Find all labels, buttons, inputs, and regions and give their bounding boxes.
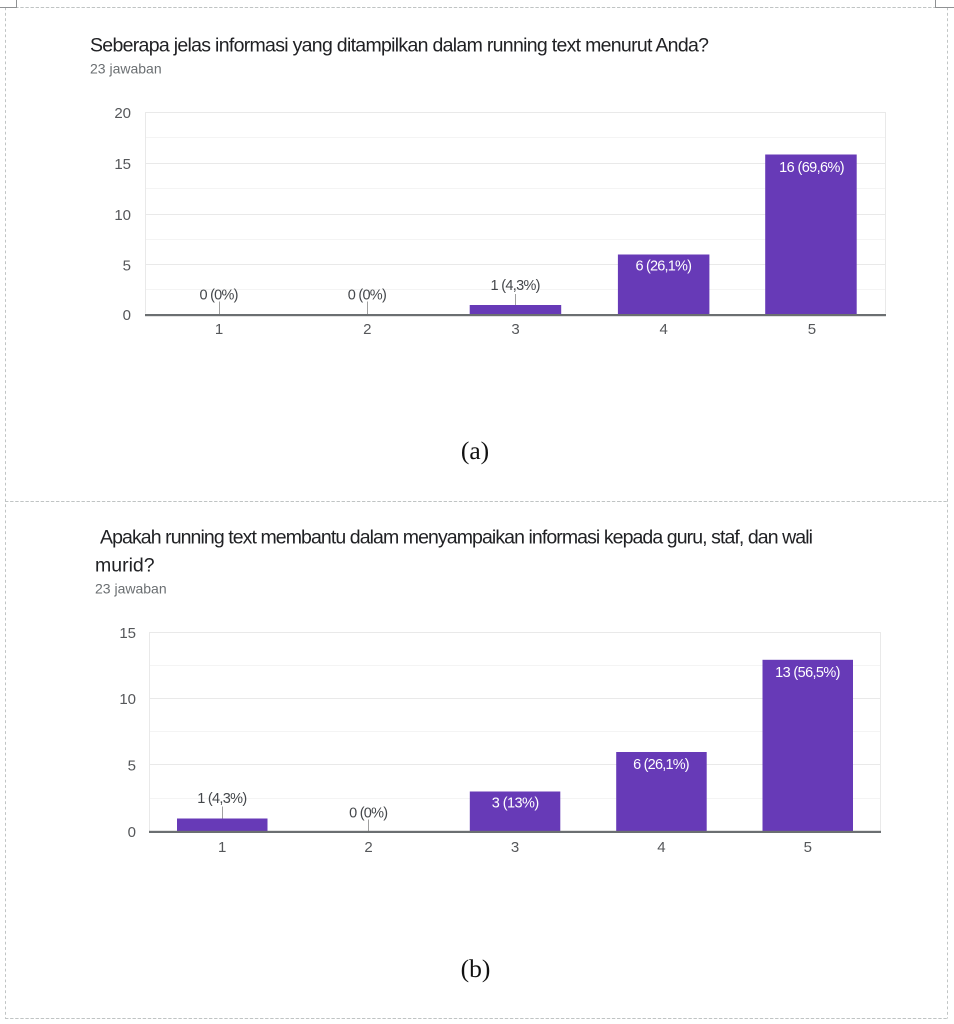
svg-text:0 (0%): 0 (0%) xyxy=(348,288,387,304)
svg-text:0 (0%): 0 (0%) xyxy=(200,288,239,304)
svg-text:16 (69,6%): 16 (69,6%) xyxy=(779,160,845,176)
svg-text:5: 5 xyxy=(123,258,131,275)
svg-text:3: 3 xyxy=(511,321,519,338)
svg-text:0: 0 xyxy=(123,307,131,324)
svg-text:Apakah running text membantu d: Apakah running text membantu dalam menya… xyxy=(100,527,813,549)
svg-text:1 (4,3%): 1 (4,3%) xyxy=(197,791,247,807)
svg-text:Seberapa jelas informasi yang: Seberapa jelas informasi yang ditampilka… xyxy=(90,34,709,56)
svg-text:1: 1 xyxy=(218,839,226,856)
svg-text:6 (26,1%): 6 (26,1%) xyxy=(633,757,690,773)
svg-text:2: 2 xyxy=(363,321,371,338)
svg-text:(b): (b) xyxy=(461,954,491,983)
svg-text:(a): (a) xyxy=(461,436,489,465)
svg-text:23 jawaban: 23 jawaban xyxy=(90,61,162,77)
svg-text:murid?: murid? xyxy=(95,554,155,576)
svg-text:5: 5 xyxy=(128,758,136,775)
svg-text:15: 15 xyxy=(119,625,136,642)
svg-text:1 (4,3%): 1 (4,3%) xyxy=(491,278,541,294)
svg-text:23 jawaban: 23 jawaban xyxy=(95,580,167,596)
svg-text:4: 4 xyxy=(660,321,668,338)
svg-text:15: 15 xyxy=(114,156,131,173)
svg-text:0 (0%): 0 (0%) xyxy=(349,806,388,822)
svg-text:10: 10 xyxy=(119,691,136,708)
svg-text:6 (26,1%): 6 (26,1%) xyxy=(635,258,692,274)
svg-text:5: 5 xyxy=(804,839,812,856)
svg-text:20: 20 xyxy=(114,105,131,122)
svg-text:10: 10 xyxy=(114,207,131,224)
svg-text:3 (13%): 3 (13%) xyxy=(492,796,540,812)
svg-text:5: 5 xyxy=(808,321,816,338)
svg-text:0: 0 xyxy=(128,824,136,841)
svg-text:1: 1 xyxy=(215,321,223,338)
svg-text:3: 3 xyxy=(511,839,519,856)
svg-text:2: 2 xyxy=(364,839,372,856)
svg-text:4: 4 xyxy=(657,839,665,856)
svg-text:13 (56,5%): 13 (56,5%) xyxy=(775,665,840,681)
